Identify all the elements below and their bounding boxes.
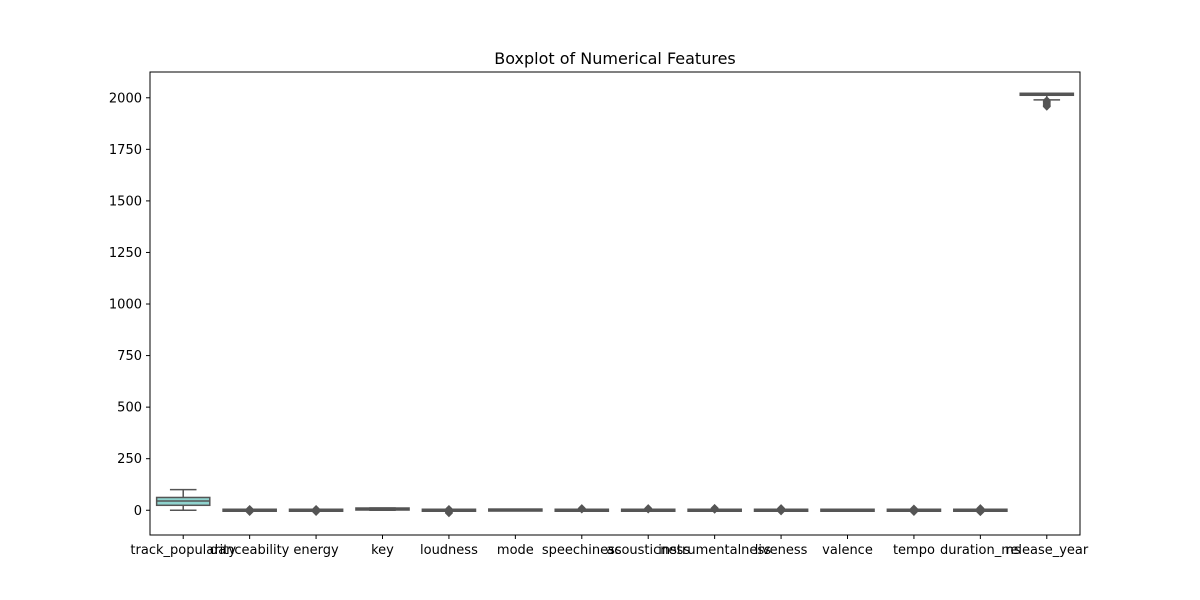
x-tick-label: loudness	[420, 543, 478, 558]
boxes-layer	[155, 92, 1075, 518]
x-tick-label: valence	[822, 543, 873, 558]
outlier-point	[976, 504, 985, 513]
x-tick-label: mode	[497, 543, 534, 558]
outlier-point	[1042, 102, 1051, 111]
x-tick-label: speechiness	[542, 543, 622, 558]
outlier-point	[245, 504, 254, 514]
x-tick-label: liveness	[755, 543, 808, 558]
box-release_year	[1019, 92, 1075, 111]
y-tick-label: 0	[134, 504, 142, 519]
y-tick-label: 1750	[109, 143, 142, 158]
x-tick-label: tempo	[893, 543, 935, 558]
x-tick-label: instrumentalness	[658, 543, 771, 558]
box-key	[355, 507, 410, 512]
outlier-point	[444, 504, 453, 514]
x-tick-label: duration_ms	[940, 543, 1021, 558]
x-tick-label: danceability	[210, 543, 290, 558]
x-tick-label: track_popularity	[130, 543, 236, 558]
chart-title: Boxplot of Numerical Features	[494, 49, 736, 68]
y-tick-label: 750	[117, 349, 142, 364]
y-tick-label: 1500	[109, 194, 142, 209]
box-acousticness	[620, 504, 676, 514]
box-tempo	[886, 504, 942, 516]
y-tick-label: 250	[117, 452, 142, 467]
outlier-point	[644, 504, 653, 513]
box-track_popularity	[155, 488, 211, 512]
box-loudness	[421, 504, 477, 518]
outlier-point	[777, 504, 786, 513]
outlier-point	[312, 504, 321, 514]
box-instrumentalness	[687, 503, 742, 514]
y-tick-label: 2000	[109, 91, 142, 106]
x-tick-label: release_year	[1005, 543, 1089, 558]
box-speechiness	[554, 504, 610, 514]
box-mode	[488, 508, 543, 512]
y-tick-label: 1250	[109, 246, 142, 261]
y-tick-label: 500	[117, 401, 142, 416]
outlier-point	[577, 504, 586, 513]
y-tick-label: 1000	[109, 298, 142, 313]
outlier-point	[909, 504, 918, 513]
plot-frame	[149, 71, 1081, 536]
outlier-point	[710, 503, 719, 513]
x-tick-label: key	[371, 543, 394, 558]
plot-area	[149, 71, 1081, 536]
box-energy	[288, 504, 344, 516]
box-duration_ms	[953, 504, 1008, 517]
box-liveness	[753, 504, 809, 516]
x-tick-label: energy	[293, 543, 339, 558]
box-valence	[820, 508, 875, 513]
y-axis: 0 250 500 750 1000 1250 1500 1750 2000	[109, 91, 150, 519]
box-danceability	[222, 504, 277, 516]
x-tick-label: acousticness	[606, 543, 690, 558]
